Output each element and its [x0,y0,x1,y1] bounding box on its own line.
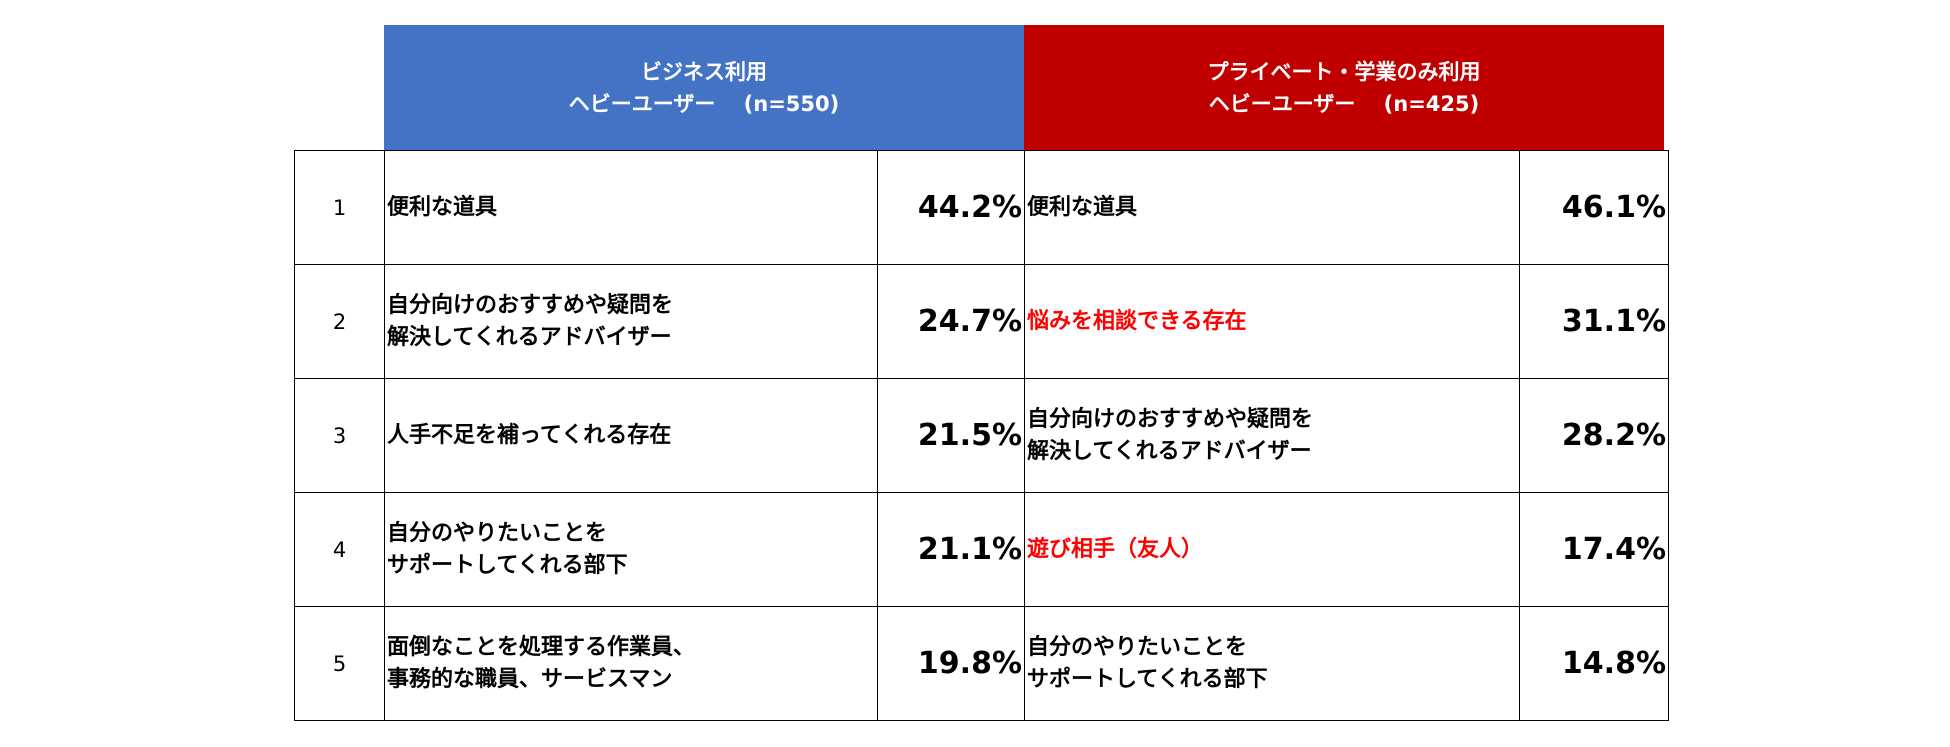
rank-cell: 3 [294,378,385,493]
private-pct-cell: 28.2% [1519,378,1669,493]
label-line: 人手不足を補ってくれる存在 [387,422,672,448]
label-line: 自分のやりたいことを [1027,634,1248,660]
table-row: 1 便利な道具 44.2% 便利な道具 46.1% [294,150,1669,265]
label-line: 事務的な職員、サービスマン [387,666,673,692]
business-label-cell: 面倒なことを処理する作業員、 事務的な職員、サービスマン [384,606,878,721]
private-label-cell: 遊び相手（友人） [1024,492,1520,607]
business-pct-cell: 19.8% [877,606,1025,721]
label-line: 解決してくれるアドバイザー [387,324,672,350]
table-row: 3 人手不足を補ってくれる存在 21.5% 自分向けのおすすめや疑問を 解決して… [294,378,1669,493]
private-label-cell: 便利な道具 [1024,150,1520,265]
rank-cell: 4 [294,492,385,607]
business-pct-cell: 21.1% [877,492,1025,607]
private-label-cell: 悩みを相談できる存在 [1024,264,1520,379]
label-line: 便利な道具 [387,194,498,220]
label-line: 遊び相手（友人） [1027,536,1204,562]
private-pct-cell: 14.8% [1519,606,1669,721]
private-header-title: プライベート・学業のみ利用 [1207,59,1481,84]
private-pct-cell: 46.1% [1519,150,1669,265]
business-label-cell: 自分のやりたいことを サポートしてくれる部下 [384,492,878,607]
rank-cell: 1 [294,150,385,265]
rank-cell: 5 [294,606,385,721]
private-pct-cell: 31.1% [1519,264,1669,379]
business-label-cell: 便利な道具 [384,150,878,265]
label-line: サポートしてくれる部下 [1027,666,1268,692]
label-line: 悩みを相談できる存在 [1027,308,1247,334]
business-label-cell: 自分向けのおすすめや疑問を 解決してくれるアドバイザー [384,264,878,379]
private-label-cell: 自分向けのおすすめや疑問を 解決してくれるアドバイザー [1024,378,1520,493]
rank-cell: 2 [294,264,385,379]
private-label-cell: 自分のやりたいことを サポートしてくれる部下 [1024,606,1520,721]
business-heavy-user-header: ビジネス利用 ヘビーユーザー (n=550) [384,25,1024,150]
table-row: 4 自分のやりたいことを サポートしてくれる部下 21.1% 遊び相手（友人） … [294,492,1669,607]
label-line: 便利な道具 [1027,194,1138,220]
private-heavy-user-header: プライベート・学業のみ利用 ヘビーユーザー (n=425) [1024,25,1664,150]
label-line: 自分向けのおすすめや疑問を [387,292,674,318]
business-pct-cell: 24.7% [877,264,1025,379]
label-line: 自分のやりたいことを [387,520,608,546]
business-pct-cell: 21.5% [877,378,1025,493]
label-line: 自分向けのおすすめや疑問を [1027,406,1314,432]
business-label-cell: 人手不足を補ってくれる存在 [384,378,878,493]
label-line: 解決してくれるアドバイザー [1027,438,1312,464]
label-line: サポートしてくれる部下 [387,552,628,578]
business-pct-cell: 44.2% [877,150,1025,265]
table-row: 5 面倒なことを処理する作業員、 事務的な職員、サービスマン 19.8% 自分の… [294,606,1669,721]
ranking-table: 1 便利な道具 44.2% 便利な道具 46.1% 2 自分向けのおすすめや疑問… [294,150,1669,721]
private-header-subtitle: ヘビーユーザー (n=425) [1208,91,1480,116]
table-row: 2 自分向けのおすすめや疑問を 解決してくれるアドバイザー 24.7% 悩みを相… [294,264,1669,379]
label-line: 面倒なことを処理する作業員、 [387,634,696,660]
business-header-subtitle: ヘビーユーザー (n=550) [568,91,840,116]
private-pct-cell: 17.4% [1519,492,1669,607]
business-header-title: ビジネス利用 [641,59,767,84]
